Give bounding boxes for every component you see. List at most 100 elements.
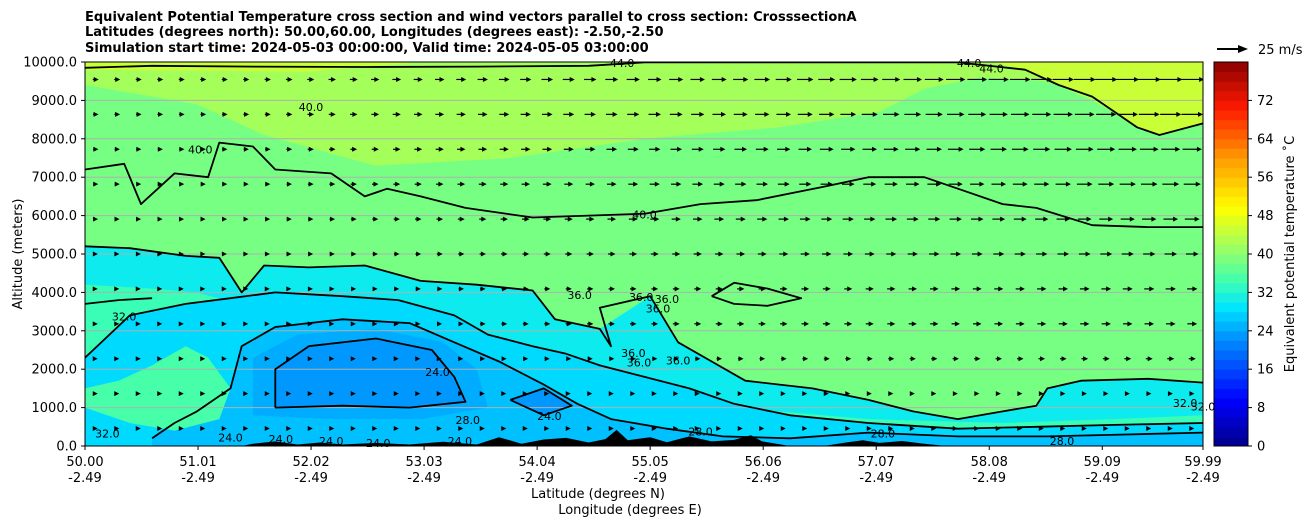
wind-vector — [905, 146, 921, 152]
wind-vector — [648, 111, 661, 117]
wind-vector — [1075, 146, 1094, 152]
wind-vector — [1038, 356, 1046, 362]
wind-vector — [1120, 216, 1135, 222]
x-tick-lat-9: 59.09 — [1084, 455, 1121, 470]
wind-vector — [927, 181, 942, 187]
colorbar-tick-label-0: 0 — [1257, 440, 1265, 455]
x-tick-lat-3: 53.03 — [405, 455, 442, 470]
wind-vector — [350, 356, 356, 362]
wind-vector — [243, 76, 250, 82]
wind-vector — [243, 321, 249, 327]
wind-vector — [925, 111, 943, 117]
wind-vector — [669, 76, 684, 82]
colorbar-band — [1214, 177, 1248, 188]
x-tick-lat-4: 54.04 — [519, 455, 556, 470]
wind-vector — [500, 181, 509, 187]
wind-vector — [608, 321, 615, 327]
wind-vector — [564, 181, 574, 187]
wind-vector — [307, 146, 314, 152]
contour-line-24-7 — [274, 337, 467, 409]
contour-label-14: 32.0 — [95, 427, 120, 440]
colorbar-band — [1214, 330, 1248, 341]
wind-vector — [865, 286, 874, 292]
wind-vector — [1038, 391, 1044, 397]
wind-vector — [1122, 286, 1133, 292]
wind-vector — [715, 286, 723, 292]
wind-vector — [1014, 251, 1026, 257]
wind-vector — [1160, 111, 1182, 117]
y-axis-title: Altitude (meters) — [11, 199, 26, 310]
wind-vector — [436, 251, 443, 257]
x-tick-lat-7: 57.07 — [858, 455, 895, 470]
wind-vector — [1103, 391, 1109, 397]
wind-vector — [755, 146, 769, 152]
wind-vector — [393, 321, 399, 327]
wind-vector — [221, 251, 227, 257]
wind-vector — [371, 76, 380, 82]
wind-vector — [866, 426, 872, 432]
wind-vector — [178, 286, 184, 292]
y-axis: 0.0 1000.0 2000.0 3000.0 4000.0 5000.0 6000.0 7… — [23, 56, 85, 455]
wind-vector — [1180, 76, 1203, 82]
wind-vector — [845, 356, 852, 362]
wind-vector — [885, 216, 898, 222]
wind-vector — [221, 356, 227, 362]
wind-vector — [329, 181, 336, 187]
wind-vector — [286, 181, 292, 187]
wind-vector — [969, 146, 986, 152]
x-tick-lon-9: -2.49 — [1085, 471, 1119, 486]
x-tick-lon-10: -2.49 — [1186, 471, 1220, 486]
wind-vector — [92, 391, 98, 397]
wind-vector — [1033, 146, 1051, 152]
wind-vector — [713, 181, 725, 187]
wind-vector — [414, 181, 422, 187]
wind-vector — [114, 146, 120, 152]
wind-vector — [695, 356, 701, 362]
wind-vector — [394, 286, 400, 292]
wind-vector — [243, 391, 249, 397]
y-tick-label-8: 8000.0 — [32, 132, 78, 147]
wind-vector — [480, 356, 486, 362]
contour-line-24-8 — [509, 387, 573, 417]
wind-vector — [436, 321, 442, 327]
wind-vector — [931, 356, 938, 362]
wind-vector — [1145, 356, 1153, 362]
wind-vector — [351, 286, 357, 292]
wind-vector — [329, 286, 335, 292]
wind-vector — [264, 286, 270, 292]
wind-vector — [606, 181, 617, 187]
x-tick-lon-1: -2.49 — [181, 471, 215, 486]
wind-vector — [628, 181, 639, 187]
wind-vector — [1124, 426, 1130, 432]
colorbar-band — [1214, 244, 1248, 255]
wind-vector — [887, 321, 896, 327]
wind-vector — [1116, 76, 1140, 82]
wind-vector — [734, 146, 748, 152]
wind-vector — [994, 321, 1004, 327]
x-tick-lat-0: 50.00 — [66, 455, 103, 470]
wind-vector — [586, 216, 595, 222]
wind-vector — [801, 321, 810, 327]
wind-vector — [114, 111, 121, 117]
wind-vector — [1095, 76, 1118, 82]
wind-vector — [608, 251, 616, 257]
wind-vector — [802, 356, 809, 362]
colorbar-band — [1214, 158, 1248, 169]
wind-vector — [544, 356, 550, 362]
wind-vector — [584, 76, 597, 82]
wind-vector — [1053, 111, 1073, 117]
contour-label-7: 36.0 — [629, 291, 654, 304]
wind-vector — [864, 216, 876, 222]
wind-vector — [393, 146, 401, 152]
wind-vector — [264, 426, 270, 432]
wind-vector — [712, 111, 727, 117]
contour-label-9: 36.0 — [655, 293, 680, 306]
wind-vector — [178, 391, 184, 397]
contour-line-32-4 — [85, 291, 1203, 430]
contour-labels: 44.0 44.044.040.040.040.036.0 36.036.036.0… — [95, 57, 1215, 450]
wind-vector — [1077, 216, 1092, 222]
wind-vector — [307, 76, 315, 82]
wind-vector — [799, 181, 812, 187]
wind-vector — [627, 146, 639, 152]
wind-vector — [908, 286, 917, 292]
